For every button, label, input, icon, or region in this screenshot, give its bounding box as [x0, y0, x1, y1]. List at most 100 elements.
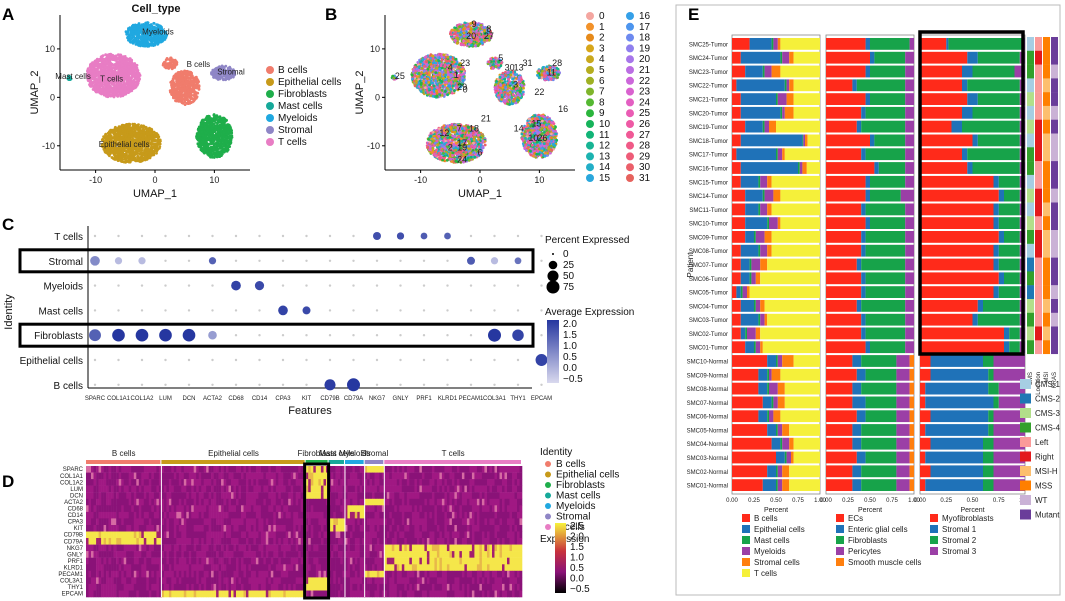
cell-point	[461, 28, 465, 31]
cell-point	[186, 101, 190, 105]
cell-point	[103, 65, 106, 69]
legend-label: Myeloids	[278, 113, 317, 124]
cell-point	[190, 74, 194, 77]
cell-point	[200, 124, 204, 127]
cell-point	[200, 127, 203, 130]
y-tick-label: 0	[50, 92, 55, 102]
cell-point	[116, 57, 119, 60]
cell-point	[153, 144, 156, 148]
cell-point	[143, 44, 146, 47]
cell-point	[135, 63, 139, 67]
cell-point	[146, 21, 149, 24]
cell-point	[111, 66, 115, 70]
cell-point	[95, 69, 99, 73]
cell-point	[462, 31, 466, 35]
cell-point	[201, 134, 205, 138]
cell-point	[182, 78, 185, 81]
cell-point	[192, 99, 196, 102]
cell-point	[145, 28, 148, 31]
cell-point	[137, 22, 141, 25]
cell-point	[225, 142, 229, 145]
cell-point	[131, 27, 135, 30]
cell-point	[94, 90, 98, 94]
cell-point	[131, 86, 134, 90]
cell-point	[453, 39, 457, 42]
cell-point	[170, 85, 174, 88]
cell-point	[113, 126, 117, 130]
cell-point	[222, 131, 226, 134]
cell-point	[137, 79, 141, 82]
cell-point	[184, 76, 188, 79]
cell-point	[134, 158, 138, 162]
panel-letter-d: D	[2, 472, 14, 491]
cell-point	[477, 32, 481, 36]
cell-point	[117, 66, 121, 70]
cluster-myeloids	[124, 21, 169, 48]
cell-point	[119, 132, 123, 136]
cell-point	[106, 62, 110, 66]
cell-point	[133, 63, 137, 67]
cell-point	[108, 53, 112, 56]
cell-point	[108, 154, 111, 158]
cell-point	[450, 33, 453, 37]
cell-point	[185, 96, 188, 100]
cell-point	[209, 131, 213, 135]
cell-point	[135, 25, 139, 29]
cell-point	[456, 37, 460, 40]
cell-point	[165, 57, 169, 60]
cell-point	[201, 119, 205, 122]
cell-point	[194, 94, 198, 97]
cell-point	[129, 40, 133, 44]
cell-point	[174, 73, 178, 76]
cell-point	[132, 39, 136, 43]
cell-point	[144, 151, 148, 155]
cell-point	[197, 80, 201, 84]
cell-point	[195, 77, 199, 81]
cell-point	[459, 33, 462, 37]
cell-point	[113, 135, 116, 139]
cell-point	[465, 23, 469, 27]
cell-point	[133, 37, 137, 40]
cell-point	[462, 43, 466, 47]
cell-point	[200, 130, 204, 134]
y-tick-label: -10	[367, 141, 380, 151]
x-tick-label: 0	[152, 175, 157, 185]
cell-point	[115, 93, 119, 97]
cell-point	[212, 113, 216, 117]
cell-point	[470, 43, 473, 47]
cell-point	[147, 135, 151, 139]
cell-point	[140, 23, 144, 27]
cell-point	[158, 24, 162, 28]
cell-point	[121, 135, 125, 139]
cell-point	[458, 25, 462, 28]
cell-point	[179, 76, 182, 80]
y-axis-label: UMAP_2	[354, 70, 366, 114]
cell-point	[196, 128, 200, 132]
cell-point	[126, 27, 130, 30]
cell-point	[223, 119, 227, 122]
cell-point	[135, 74, 139, 78]
cell-point	[173, 88, 176, 92]
cell-point	[169, 89, 173, 92]
cell-point	[126, 38, 130, 42]
cell-point	[210, 120, 214, 123]
cell-point	[134, 28, 137, 32]
cell-point	[171, 77, 175, 80]
cell-point	[111, 58, 115, 61]
cell-point	[111, 151, 115, 155]
cell-point	[125, 152, 128, 156]
cell-point	[117, 89, 120, 92]
cell-point	[129, 36, 133, 39]
cell-point	[214, 125, 218, 129]
cell-point	[142, 128, 146, 132]
cell-point	[143, 156, 147, 160]
cell-point	[113, 157, 116, 161]
cell-point	[95, 57, 99, 61]
cell-point	[175, 98, 179, 102]
cell-point	[100, 59, 104, 62]
cell-point	[216, 77, 220, 81]
x-tick-label: -10	[414, 175, 427, 185]
cell-point	[93, 64, 97, 68]
cluster-label: Mast cells	[55, 72, 91, 81]
cell-point	[215, 116, 219, 119]
